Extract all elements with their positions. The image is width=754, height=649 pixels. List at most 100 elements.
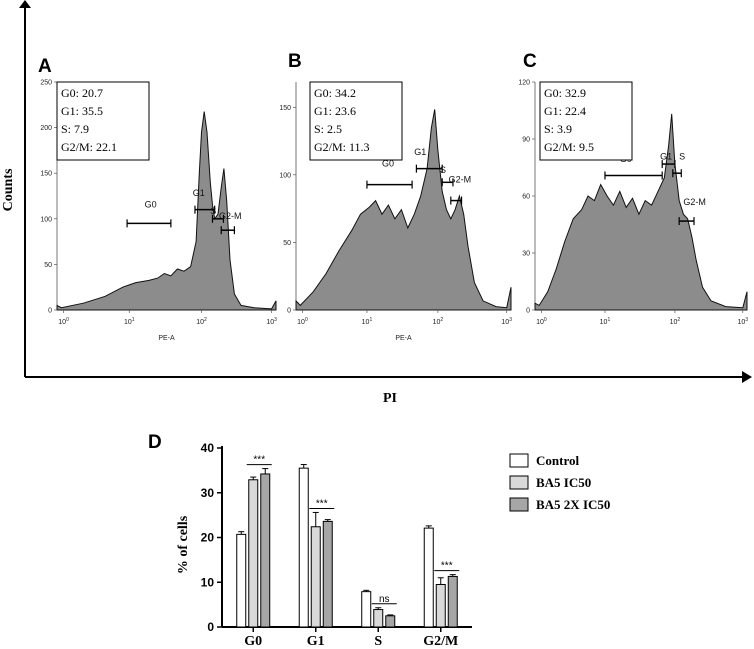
bar-chart-y-tick-label: 40 [201,441,215,455]
gate-label: G2-M [219,211,242,221]
pi-axis-title: PI [383,391,397,406]
stat-line: G2/M: 22.1 [61,140,117,154]
bar [373,609,384,628]
histogram-panel-c: C0306090120100101102103G0G1SG2-MG0: 32.9… [518,51,748,326]
x-tick-exponent: 2 [204,317,207,323]
stat-box [539,81,633,161]
histogram-y-tick-label: 50 [44,262,52,269]
stat-line: G2/M: 11.3 [314,140,370,154]
x-tick-exponent: 2 [677,317,680,323]
gate-label: G0 [382,158,394,168]
bar-chart-category-label: G0 [244,634,262,649]
x-tick-exponent: 1 [607,317,610,323]
x-tick-exponent: 3 [509,317,512,323]
stat-line: G0: 20.7 [61,86,103,100]
histogram-y-tick-label: 0 [526,308,530,315]
legend-swatch [509,497,529,512]
x-tick-base: 10 [737,319,745,326]
bar [298,467,309,628]
histogram-y-tick-label: 90 [522,137,530,144]
bar [322,520,333,628]
x-tick-base: 10 [297,319,305,326]
stat-line: G1: 35.5 [61,104,103,118]
gate-label: G1 [193,188,205,198]
x-tick-base: 10 [362,319,370,326]
stat-line: G0: 34.2 [314,86,356,100]
histogram-y-tick-label: 250 [40,80,52,87]
histogram-y-tick-label: 100 [279,172,291,179]
x-tick-base: 10 [58,319,66,326]
histogram-y-tick-label: 50 [283,240,291,247]
histogram-x-tick-label: 103 [737,317,748,326]
bar [310,526,321,628]
significance-label: *** [316,498,328,509]
legend-label: BA5 IC50 [536,475,591,490]
histogram-x-tick-label: 103 [266,317,277,326]
bar-chart-ylabel: % of cells [176,515,191,574]
stat-line: S: 2.5 [314,122,342,136]
bar-chart-category-label: G2/M [423,634,458,649]
bar-chart-y-tick-label: 0 [207,620,214,634]
x-tick-exponent: 3 [745,317,748,323]
legend-swatch [509,475,529,490]
gate-label: G2-M [683,197,706,207]
bar [260,473,271,628]
x-tick-base: 10 [501,319,509,326]
significance-label: ns [379,594,390,605]
bar-chart-y-tick-label: 20 [201,531,215,545]
bar [447,575,458,628]
x-tick-base: 10 [670,319,678,326]
stat-line: G2/M: 9.5 [544,140,594,154]
bar [361,591,372,628]
bar [385,615,396,628]
x-tick-exponent: 0 [66,317,69,323]
stat-line: G1: 22.4 [544,104,586,118]
x-tick-exponent: 0 [544,317,547,323]
x-tick-base: 10 [536,319,544,326]
stat-line: S: 3.9 [544,122,572,136]
histogram-x-tick-label: 100 [58,317,69,326]
x-tick-exponent: 1 [132,317,135,323]
histogram-y-tick-label: 0 [287,308,291,315]
x-tick-exponent: 3 [274,317,277,323]
gate-label: G2-M [449,174,472,184]
stat-line: G0: 32.9 [544,86,586,100]
histogram-x-tick-label: 102 [433,317,444,326]
legend-swatch [509,453,529,468]
panel-letter-d: D [148,432,162,453]
histogram-x-tick-label: 100 [297,317,308,326]
x-tick-exponent: 0 [305,317,308,323]
stat-line: S: 7.9 [61,122,89,136]
histogram-x-tick-label: 102 [670,317,681,326]
panel-letter: C [523,51,537,72]
gate-label: S [210,206,216,216]
bar-chart: 0 10 20 30 40 G0 *** G1 *** Sns G2/M *** [201,441,472,649]
histogram-x-tick-label: 102 [196,317,207,326]
x-tick-exponent: 1 [369,317,372,323]
histogram-y-tick-label: 150 [40,171,52,178]
histogram-y-tick-label: 200 [40,125,52,132]
significance-label: *** [253,455,265,466]
histogram-area [534,113,748,311]
bar-chart-y-tick-label: 10 [201,575,215,589]
histogram-y-tick-label: 30 [522,251,530,258]
bar [248,479,259,628]
legend-label: BA5 2X IC50 [536,497,610,512]
panel-letter: A [38,56,52,77]
gate-label: G1 [660,152,672,162]
stat-box [309,81,403,161]
histogram-y-tick-label: 100 [40,216,52,223]
bar [423,527,434,628]
frame-y-arrow [19,0,31,8]
bar-chart-category-label: S [374,634,382,649]
counts-axis-title: Counts [1,168,16,211]
x-tick-base: 10 [196,319,204,326]
histogram-x-tick-label: 101 [362,317,373,326]
histogram-x-axis-label: PE-A [158,335,175,342]
x-tick-base: 10 [124,319,132,326]
histogram-x-tick-label: 101 [600,317,611,326]
panel-letter: B [288,51,302,72]
x-tick-base: 10 [266,319,274,326]
